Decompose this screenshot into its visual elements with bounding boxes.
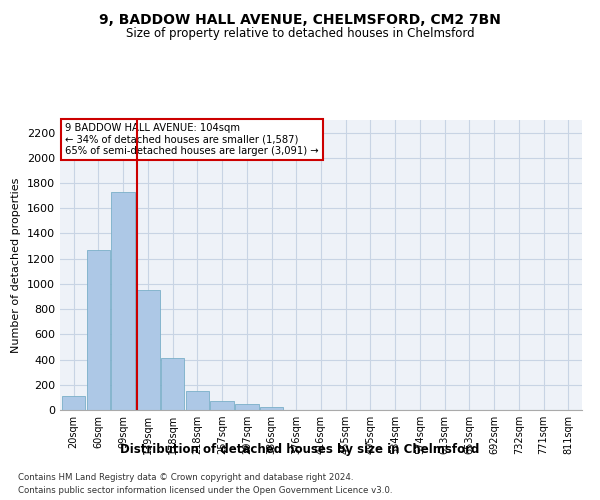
Bar — [112, 192, 135, 410]
Text: 9 BADDOW HALL AVENUE: 104sqm
← 34% of detached houses are smaller (1,587)
65% of: 9 BADDOW HALL AVENUE: 104sqm ← 34% of de… — [65, 123, 319, 156]
Bar — [185, 391, 209, 410]
Y-axis label: Number of detached properties: Number of detached properties — [11, 178, 22, 352]
Bar — [161, 358, 184, 410]
Text: Distribution of detached houses by size in Chelmsford: Distribution of detached houses by size … — [121, 442, 479, 456]
Bar — [62, 396, 85, 410]
Bar — [136, 290, 160, 410]
Text: Contains public sector information licensed under the Open Government Licence v3: Contains public sector information licen… — [18, 486, 392, 495]
Bar — [260, 407, 283, 410]
Text: Contains HM Land Registry data © Crown copyright and database right 2024.: Contains HM Land Registry data © Crown c… — [18, 472, 353, 482]
Text: Size of property relative to detached houses in Chelmsford: Size of property relative to detached ho… — [125, 28, 475, 40]
Text: 9, BADDOW HALL AVENUE, CHELMSFORD, CM2 7BN: 9, BADDOW HALL AVENUE, CHELMSFORD, CM2 7… — [99, 12, 501, 26]
Bar — [210, 400, 234, 410]
Bar — [235, 404, 259, 410]
Bar — [86, 250, 110, 410]
